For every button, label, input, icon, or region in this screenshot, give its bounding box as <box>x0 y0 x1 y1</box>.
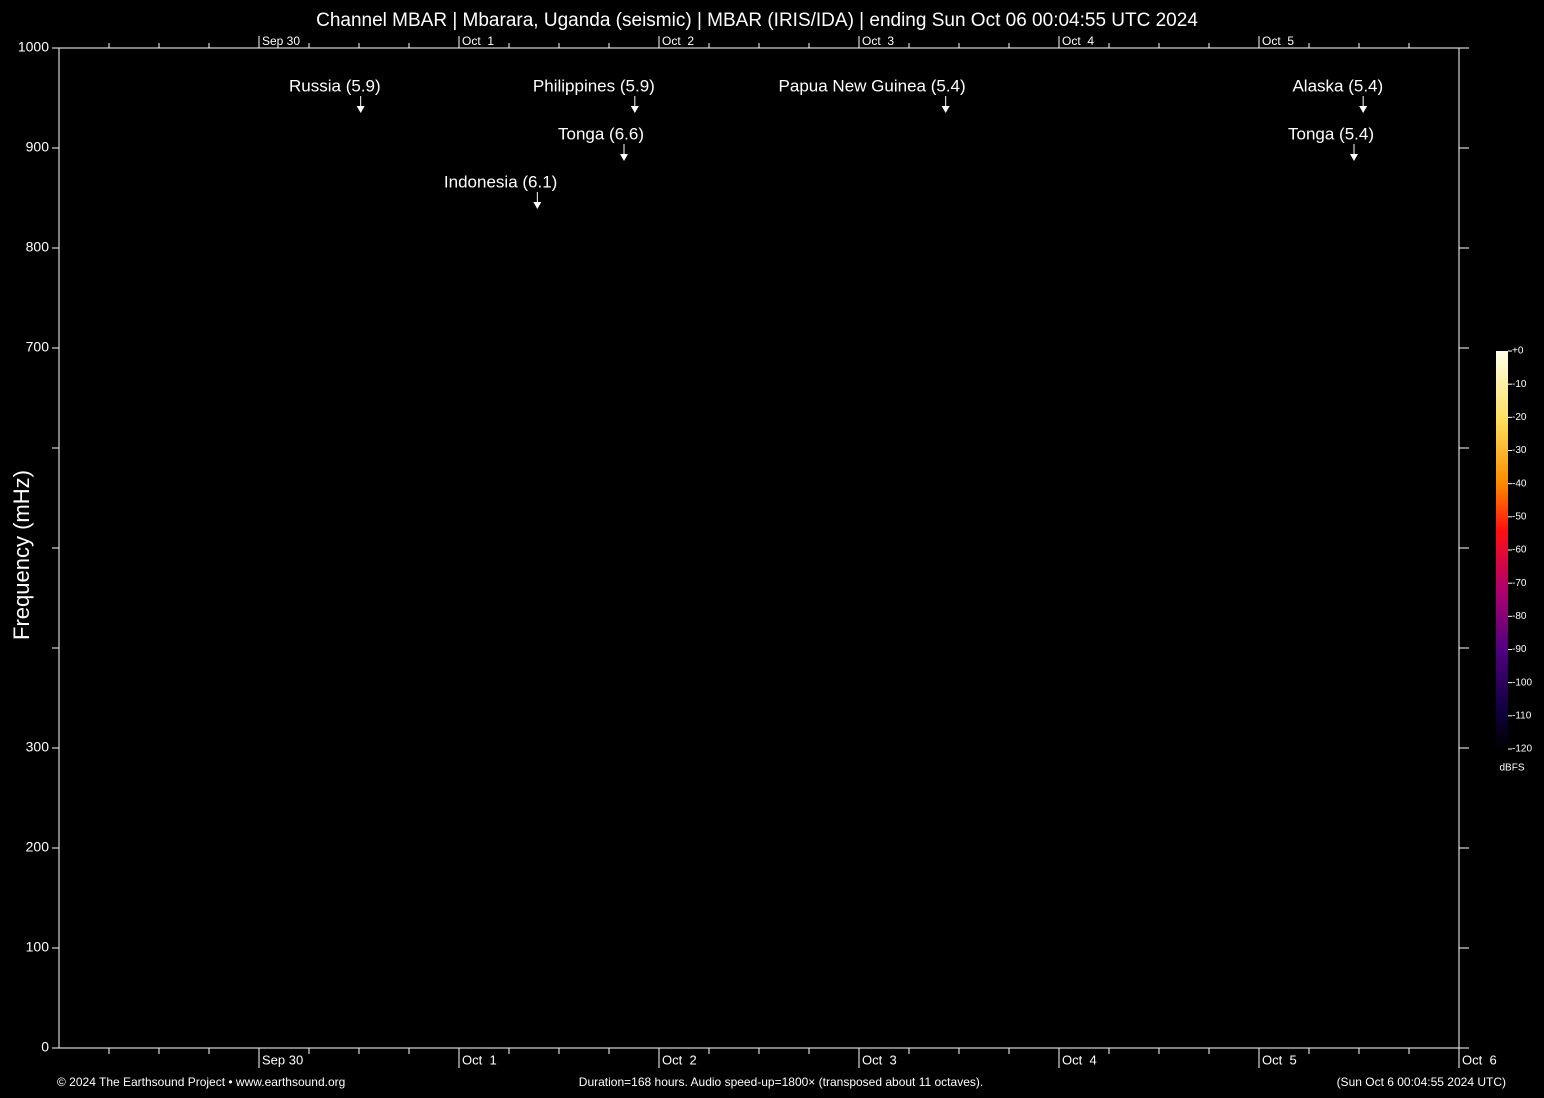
event-arrowhead <box>356 106 365 113</box>
colorbar-tick-label: -120 <box>1512 744 1532 755</box>
event-label: Alaska (5.4) <box>1292 76 1383 95</box>
colorbar-tick-label: -10 <box>1512 379 1527 390</box>
colorbar-tick-label: -100 <box>1512 677 1532 688</box>
colorbar-tick-label: -80 <box>1512 611 1527 622</box>
y-tick-label: 1000 <box>18 39 49 55</box>
event-arrowhead <box>941 106 950 113</box>
x-tick-label-top: Oct 1 <box>462 34 494 48</box>
event-arrowhead <box>1350 154 1358 161</box>
y-tick-label: 300 <box>26 739 50 755</box>
y-tick-label: 0 <box>41 1039 49 1055</box>
chart-title: Channel MBAR | Mbarara, Uganda (seismic)… <box>316 10 1198 31</box>
colorbar-tick-label: -70 <box>1512 578 1527 589</box>
y-axis-label: Frequency (mHz) <box>9 470 34 640</box>
event-arrowhead <box>533 202 542 209</box>
event-arrowhead <box>1359 106 1368 113</box>
colorbar <box>1496 351 1508 749</box>
x-tick-label: Sep 30 <box>262 1052 303 1067</box>
x-tick-label-top: Oct 5 <box>1262 34 1294 48</box>
event-label: Papua New Guinea (5.4) <box>779 76 966 95</box>
footer-right: (Sun Oct 6 00:04:55 2024 UTC) <box>1337 1075 1506 1089</box>
event-arrowhead <box>630 106 639 113</box>
event-arrowhead <box>620 154 628 161</box>
x-tick-label-top: Sep 30 <box>262 34 300 48</box>
x-tick-label: Oct 6 <box>1462 1052 1497 1067</box>
x-tick-label-top: Oct 4 <box>1062 34 1094 48</box>
footer-center: Duration=168 hours. Audio speed-up=1800×… <box>579 1075 983 1089</box>
colorbar-tick-label: -40 <box>1512 478 1527 489</box>
y-tick-label: 100 <box>26 939 50 955</box>
colorbar-tick-label: -90 <box>1512 644 1527 655</box>
x-tick-label-top: Oct 3 <box>862 34 894 48</box>
colorbar-tick-label: -20 <box>1512 412 1527 423</box>
x-tick-label: Oct 4 <box>1062 1052 1097 1067</box>
colorbar-tick-label: -50 <box>1512 511 1527 522</box>
footer-left: © 2024 The Earthsound Project • www.eart… <box>57 1075 345 1089</box>
y-tick-label: 700 <box>26 339 50 355</box>
y-tick-label: 900 <box>26 139 50 155</box>
colorbar-tick-label: -60 <box>1512 545 1527 556</box>
event-label: Indonesia (6.1) <box>444 172 557 191</box>
colorbar-tick-label: -110 <box>1512 710 1532 721</box>
x-tick-label: Oct 2 <box>662 1052 697 1067</box>
colorbar-label: dBFS <box>1499 763 1524 774</box>
event-label: Tonga (6.6) <box>558 124 644 143</box>
event-label: Tonga (5.4) <box>1288 124 1374 143</box>
x-tick-label: Oct 3 <box>862 1052 897 1067</box>
colorbar-tick-label: -30 <box>1512 445 1527 456</box>
x-tick-label-top: Oct 2 <box>662 34 694 48</box>
event-label: Russia (5.9) <box>289 76 381 95</box>
x-tick-label: Oct 5 <box>1262 1052 1297 1067</box>
colorbar-tick-label: +0 <box>1512 346 1524 357</box>
y-tick-label: 200 <box>26 839 50 855</box>
y-tick-label: 800 <box>26 239 50 255</box>
x-tick-label: Oct 1 <box>462 1052 497 1067</box>
event-label: Philippines (5.9) <box>533 76 655 95</box>
